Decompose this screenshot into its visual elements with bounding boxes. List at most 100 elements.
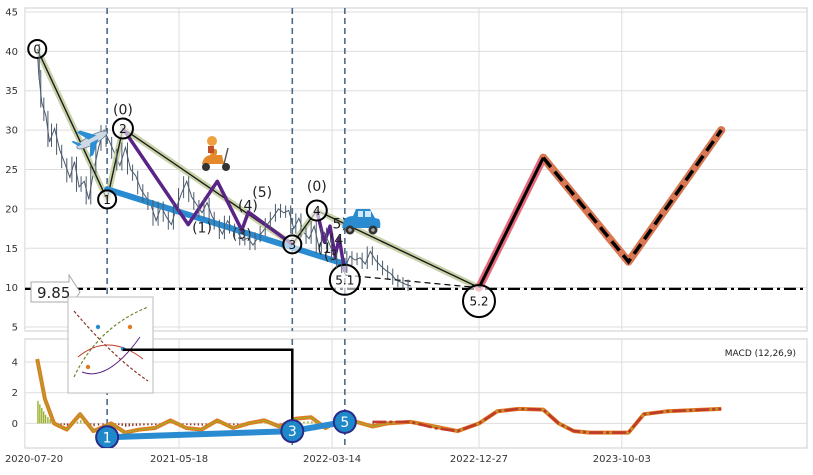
- histogram-bar: [102, 423, 104, 425]
- macd-point-marker: [95, 425, 120, 448]
- macd-point-marker: [280, 419, 305, 444]
- y-tick-label: 5: [12, 323, 18, 334]
- projection-dashed-line: [541, 129, 723, 265]
- sub-wave-label: (0): [113, 102, 133, 118]
- macd-core-line: [36, 358, 722, 434]
- sub-wave-label: (4: [329, 232, 343, 248]
- projection-line: [477, 157, 545, 289]
- wave-point-label: 3: [288, 238, 296, 252]
- histogram-bar: [135, 423, 138, 426]
- histogram-bar: [80, 420, 82, 424]
- histogram-bar: [311, 421, 313, 424]
- y-tick-label: 25: [5, 165, 18, 176]
- histogram-bar: [121, 423, 123, 426]
- histogram-bar: [372, 423, 374, 425]
- macd-point-label: 5: [340, 415, 349, 431]
- histogram-bar: [201, 423, 203, 426]
- sub-wave-line: [315, 210, 347, 273]
- histogram-bar: [229, 423, 231, 425]
- histogram-bar: [93, 423, 95, 427]
- histogram-bar: [76, 421, 79, 424]
- histogram-bar: [307, 421, 309, 424]
- wave-point-label: 1: [103, 193, 111, 207]
- x-tick-label: 2023-10-03: [593, 454, 651, 465]
- level-value-label: 9.85: [37, 284, 70, 302]
- histogram-bar: [205, 423, 207, 425]
- y-tick-label: 35: [5, 86, 18, 97]
- histogram-bar: [44, 414, 47, 424]
- histogram-bar: [63, 423, 66, 426]
- x-tick-label: 2022-12-27: [450, 454, 508, 465]
- y-tick-label: 30: [5, 126, 18, 137]
- sub-wave-label: (0): [307, 179, 327, 195]
- histogram-bar: [151, 423, 153, 426]
- histogram-bar: [37, 400, 39, 424]
- airplane-icon: [71, 130, 108, 158]
- y-tick-label: 0: [12, 419, 18, 430]
- x-tick-label: 2021-05-18: [150, 454, 208, 465]
- y-tick-label: 40: [5, 47, 18, 58]
- wave-point-marker: [282, 234, 303, 255]
- histogram-bar: [147, 423, 149, 426]
- wave-thumbnail-icon: [67, 296, 154, 394]
- trend-line: [104, 186, 348, 268]
- histogram-bar: [193, 423, 196, 426]
- wave-point-marker: [97, 189, 118, 210]
- sub-wave-label: (5): [252, 185, 272, 201]
- wave-point-marker: [305, 199, 328, 222]
- sub-wave-label: (3): [232, 227, 252, 243]
- histogram-bar: [124, 423, 127, 427]
- histogram-bar: [118, 423, 120, 426]
- x-tick-label: 2020-07-20: [5, 454, 63, 465]
- histogram-bar: [41, 407, 43, 424]
- histogram-bar: [128, 423, 130, 427]
- wave-point-label: 5.1: [335, 273, 354, 287]
- histogram-bar: [236, 423, 239, 425]
- macd-title: MACD (12,26,9): [725, 349, 796, 359]
- sub-wave-label: 5): [333, 217, 347, 233]
- histogram-bar: [60, 423, 62, 425]
- histogram-bar: [66, 423, 69, 426]
- sub-wave-label: (4): [238, 198, 258, 214]
- histogram-bar: [97, 423, 100, 426]
- macd-point-label: 3: [288, 424, 297, 440]
- histogram-bar: [39, 404, 41, 424]
- signal-line: [372, 407, 722, 434]
- y-tick-label: 15: [5, 244, 18, 255]
- step-line: [122, 348, 294, 432]
- sub-wave-label: (1): [192, 221, 212, 237]
- macd-point-marker: [332, 409, 357, 434]
- price-line: [36, 48, 412, 287]
- sub-wave-line: [121, 127, 294, 246]
- histogram-bar: [47, 416, 49, 424]
- histogram-bar: [264, 422, 266, 424]
- wave-point-marker: [461, 284, 496, 319]
- y-tick-label: 45: [5, 7, 18, 18]
- histogram-bar: [233, 423, 235, 426]
- wave-point-label: 4: [313, 204, 321, 218]
- macd-point-label: 1: [103, 430, 112, 446]
- histogram-bar: [49, 419, 51, 424]
- histogram-bar: [83, 421, 85, 424]
- y-tick-label: 4: [12, 358, 18, 369]
- histogram-bar: [155, 423, 157, 426]
- wave-point-label: 5.2: [469, 295, 488, 309]
- histogram-bar: [190, 423, 192, 426]
- histogram-bar: [303, 421, 305, 424]
- histogram-bar: [186, 423, 188, 426]
- histogram-bar: [42, 411, 45, 424]
- car-icon: [342, 209, 381, 235]
- scooter-icon: [202, 136, 230, 171]
- histogram-bar: [182, 423, 184, 425]
- histogram-bar: [197, 423, 200, 426]
- x-tick-label: 2022-03-14: [303, 454, 361, 465]
- wave-point-marker: [27, 38, 48, 59]
- histogram-bar: [90, 423, 92, 425]
- wave-point-label: 0: [33, 42, 41, 56]
- tail-dash-line: [344, 274, 480, 289]
- wave-point-marker: [328, 263, 361, 296]
- y-tick-label: 10: [5, 283, 18, 294]
- y-tick-label: 20: [5, 204, 18, 215]
- wave-point-marker: [111, 117, 134, 140]
